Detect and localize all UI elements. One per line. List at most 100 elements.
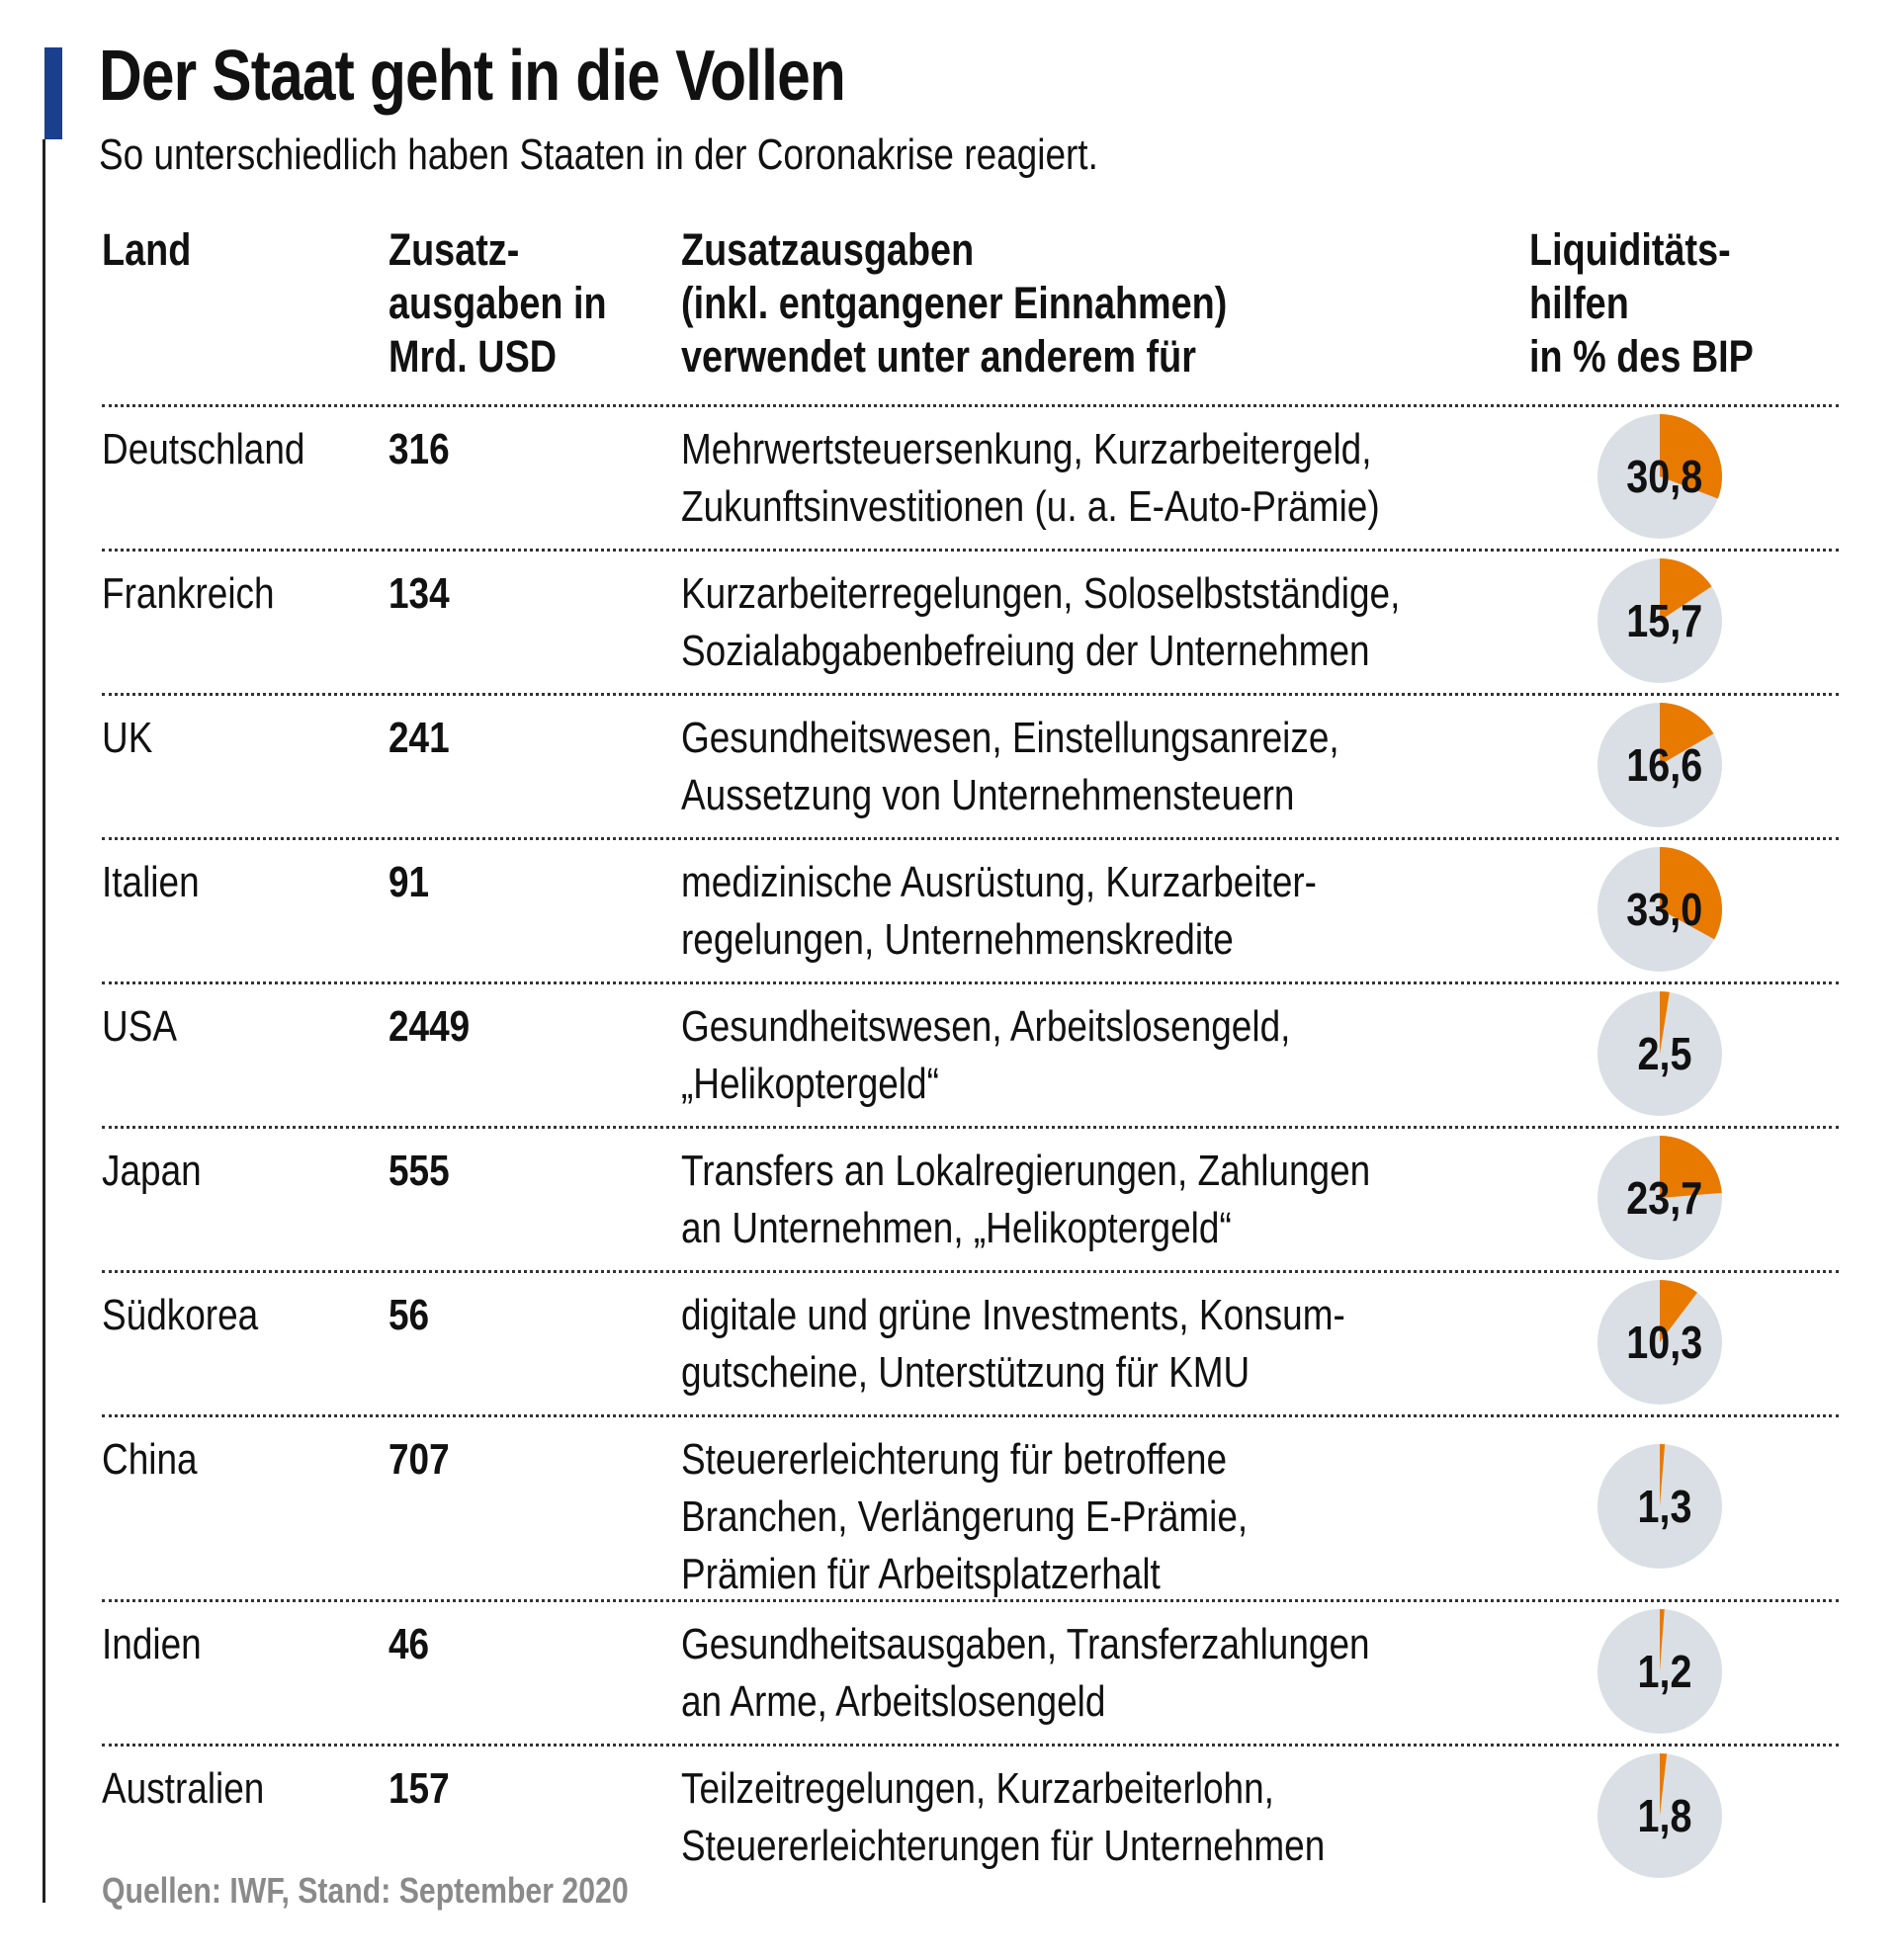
description-line: Sozialabgabenbefreiung der Unternehmen [681, 623, 1537, 680]
spending-value: 707 [388, 1431, 461, 1489]
pie-value-text: 10,3 [1626, 1317, 1703, 1368]
country-name: China [102, 1431, 216, 1489]
header-value: Zusatz-ausgaben in Mrd. USD [388, 223, 648, 383]
table-row: UK 241 Gesundheitswesen, Einstellungsanrei… [102, 693, 1839, 837]
country-name: USA [102, 998, 191, 1056]
pie-slice [1660, 1136, 1722, 1198]
spending-value-text: 316 [388, 425, 450, 473]
header-desc: Zusatzausgaben (inkl. entgangener Einnahm… [681, 223, 1332, 383]
chart-subtitle: So unterschiedlich haben Staaten in der … [99, 130, 1288, 180]
table-row: Italien 91 medizinische Ausrüstung, Kurzar… [102, 837, 1839, 981]
pie-value-text: 15,7 [1626, 595, 1703, 646]
pie-slice [1660, 1444, 1666, 1506]
header-pie: Liquiditäts-hilfen in % des BIP [1529, 223, 1796, 383]
description-line-text: medizinische Ausrüstung, Kurzarbeiter- [681, 858, 1317, 906]
description-line: an Arme, Arbeitslosengeld [681, 1673, 1501, 1731]
country-name: Indien [102, 1616, 220, 1673]
pie-value-text: 16,6 [1626, 739, 1703, 791]
liquidity-pie [1597, 558, 1722, 683]
header-line: in % des BIP [1529, 331, 1754, 382]
description-line: Gesundheitsausgaben, Transferzahlungen [681, 1616, 1501, 1673]
description-line-text: Steuererleichterungen für Unternehmen [681, 1822, 1326, 1870]
pie-value-text: 33,0 [1626, 884, 1703, 935]
country-name: Südkorea [102, 1287, 288, 1344]
header-line-wrap: (inkl. entgangener Einnahmen) [681, 277, 1332, 330]
description-line-text: an Arme, Arbeitslosengeld [681, 1677, 1106, 1726]
pie-slice [1660, 703, 1714, 765]
spending-value-text: 707 [388, 1435, 450, 1484]
description-line-text: Prämien für Arbeitsplatzerhalt [681, 1550, 1161, 1598]
table-row: Südkorea 56 digitale und grüne Investments… [102, 1270, 1839, 1414]
spending-value-text: 46 [388, 1620, 430, 1668]
description-line-text: Aussetzung von Unternehmensteuern [681, 771, 1295, 819]
spending-description: Gesundheitswesen, Einstellungsanreize, Au… [681, 710, 1464, 824]
pie-value-label: 16,6 [1597, 740, 1732, 790]
pie-value-text: 1,8 [1637, 1790, 1692, 1841]
description-line-text: Gesundheitsausgaben, Transferzahlungen [681, 1620, 1370, 1668]
description-line-text: „Helikoptergeld“ [681, 1060, 939, 1108]
description-line-text: Kurzarbeiterregelungen, Soloselbstständi… [681, 569, 1401, 618]
liquidity-pie [1597, 847, 1722, 972]
spending-value: 555 [388, 1143, 461, 1200]
pie-slice [1660, 991, 1670, 1054]
country-name: Australien [102, 1760, 296, 1818]
spending-value-text: 555 [388, 1147, 450, 1195]
description-line-text: Gesundheitswesen, Arbeitslosengeld, [681, 1002, 1291, 1051]
description-line-text: Teilzeitregelungen, Kurzarbeiterlohn, [681, 1764, 1274, 1813]
pie-value-text: 1,3 [1637, 1481, 1692, 1532]
spending-description: medizinische Ausrüstung, Kurzarbeiter-re… [681, 854, 1437, 969]
description-line: digitale und grüne Investments, Konsum- [681, 1287, 1472, 1344]
title-text: Der Staat geht in die Vollen [99, 37, 846, 116]
description-line: Prämien für Arbeitsplatzerhalt [681, 1546, 1355, 1603]
subtitle-text: So unterschiedlich haben Staaten in der … [99, 130, 1098, 179]
country-name-text: Frankreich [102, 569, 275, 618]
liquidity-pie [1597, 991, 1722, 1116]
spending-value-text: 157 [388, 1764, 450, 1813]
description-line-text: regelungen, Unternehmenskredite [681, 915, 1234, 964]
header-line: Zusatzausgaben [681, 224, 975, 275]
liquidity-pie [1597, 703, 1722, 827]
liquidity-pie [1597, 1753, 1722, 1878]
spending-value: 91 [388, 854, 437, 911]
description-line: Gesundheitswesen, Arbeitslosengeld, [681, 998, 1407, 1056]
spending-value: 46 [388, 1616, 437, 1673]
description-line: „Helikoptergeld“ [681, 1056, 1407, 1113]
header-line-wrap: Land [102, 223, 209, 277]
country-name: Frankreich [102, 565, 307, 623]
description-line: Steuererleichterung für betroffene [681, 1431, 1355, 1489]
spending-description: Gesundheitsausgaben, Transferzahlungen an… [681, 1616, 1501, 1731]
spending-description: Mehrwertsteuersenkung, Kurzarbeitergeld,… [681, 421, 1512, 536]
pie-value-text: 23,7 [1626, 1172, 1703, 1224]
country-name-text: Südkorea [102, 1291, 259, 1339]
pie-slice [1660, 847, 1722, 940]
description-line-text: Sozialabgabenbefreiung der Unternehmen [681, 627, 1370, 675]
pie-slice [1660, 1753, 1668, 1816]
country-name: UK [102, 710, 162, 767]
header-line: Liquiditäts- [1529, 224, 1731, 275]
pie-value-label: 15,7 [1597, 596, 1732, 645]
header-line: hilfen [1529, 278, 1629, 328]
header-line: (inkl. entgangener Einnahmen) [681, 278, 1228, 328]
pie-value-label: 1,3 [1597, 1482, 1732, 1531]
description-line: gutscheine, Unterstützung für KMU [681, 1344, 1472, 1402]
description-line-text: Branchen, Verlängerung E-Prämie, [681, 1492, 1249, 1541]
pie-slice [1660, 1280, 1697, 1342]
spending-value-text: 91 [388, 858, 430, 906]
source-note: Quellen: IWF, Stand: September 2020 [102, 1870, 729, 1912]
table-row: China 707 Steuererleichterung für betroffe… [102, 1414, 1839, 1599]
pie-value-text: 30,8 [1626, 451, 1703, 502]
description-line-text: Steuererleichterung für betroffene [681, 1435, 1228, 1484]
liquidity-pie [1597, 1444, 1722, 1569]
header-line: Mrd. USD [388, 331, 558, 382]
table-row: Frankreich 134 Kurzarbeiterregelungen, Sol… [102, 549, 1839, 693]
description-line: Steuererleichterungen für Unternehmen [681, 1818, 1447, 1875]
accent-bar [44, 47, 62, 139]
country-name-text: Italien [102, 858, 200, 906]
spending-value-text: 56 [388, 1291, 430, 1339]
pie-slice [1660, 414, 1722, 499]
spending-description: digitale und grüne Investments, Konsum-g… [681, 1287, 1472, 1402]
table-row: Deutschland 316 Mehrwertsteuersenkung, Kur… [102, 404, 1839, 549]
spending-value: 316 [388, 421, 461, 478]
pie-value-label: 30,8 [1597, 452, 1732, 501]
description-line: Kurzarbeiterregelungen, Soloselbstständi… [681, 565, 1537, 623]
